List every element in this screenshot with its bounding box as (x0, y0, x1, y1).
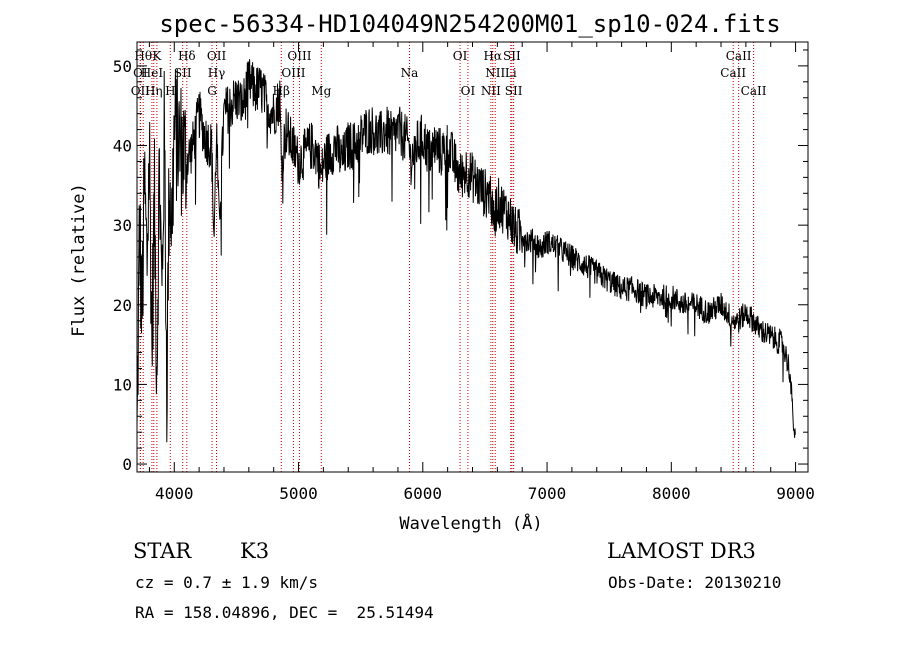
x-tick-label-2: 6000 (404, 484, 443, 503)
x-tick-label-5: 9000 (776, 484, 815, 503)
observation-date: Obs-Date: 20130210 (608, 573, 782, 592)
x-axis-ticks: 4000 5000 6000 7000 8000 9000 (148, 42, 815, 503)
y-tick-label-4: 40 (113, 137, 132, 156)
x-tick-label-3: 7000 (528, 484, 567, 503)
y-tick-label-5: 50 (113, 57, 132, 76)
marker-label-7: SII (503, 49, 521, 63)
y-tick-label-2: 20 (113, 296, 132, 315)
marker-label-5: OI (453, 49, 468, 63)
chart-title: spec-56334-HD104049N254200M01_sp10-024.f… (159, 10, 780, 38)
marker-label-11: SII (174, 66, 192, 80)
y-tick-label-3: 30 (113, 216, 132, 235)
y-tick-label-1: 10 (113, 375, 132, 394)
y-axis-label: Flux (relative) (69, 183, 89, 337)
object-class: STAR (133, 539, 192, 563)
object-subclass: K3 (240, 539, 270, 563)
y-tick-label-0: 0 (122, 455, 132, 474)
marker-label-18: OII (131, 84, 151, 98)
x-tick-label-0: 4000 (155, 484, 194, 503)
y-axis-ticks: 0 10 20 30 40 50 (113, 49, 808, 474)
survey-name: LAMOST DR3 (607, 539, 756, 563)
marker-label-26: SII (505, 84, 523, 98)
marker-label-20: H (165, 84, 175, 98)
x-axis-label: Wavelength (Å) (399, 512, 542, 534)
x-tick-label-1: 5000 (279, 484, 318, 503)
marker-label-2: Hδ (178, 49, 196, 63)
marker-label-27: CaII (741, 84, 767, 98)
marker-label-0: Hθ (134, 49, 152, 63)
marker-label-25: NII (481, 84, 501, 98)
marker-label-10: HeI (141, 66, 164, 80)
x-tick-label-4: 8000 (652, 484, 691, 503)
coordinates: RA = 158.04896, DEC = 25.51494 (135, 603, 434, 622)
spectrum-line (136, 59, 796, 443)
redshift-cz: cz = 0.7 ± 1.9 km/s (135, 573, 319, 592)
marker-label-1: K (152, 49, 162, 63)
marker-label-19: Hη (145, 84, 163, 98)
marker-label-23: Mg (311, 84, 331, 98)
marker-label-15: NII (485, 66, 505, 80)
marker-label-8: CaII (726, 49, 752, 63)
marker-label-17: CaII (720, 66, 746, 80)
marker-label-14: Na (401, 66, 419, 80)
marker-label-13: OIII (281, 66, 305, 80)
marker-label-22: Hβ (273, 84, 290, 98)
marker-label-6: Hα (483, 49, 502, 63)
marker-label-24: OI (461, 84, 476, 98)
marker-label-4: OIII (287, 49, 311, 63)
marker-label-3: OII (207, 49, 227, 63)
marker-label-16: Li (505, 66, 517, 80)
marker-label-21: G (207, 84, 217, 98)
marker-label-12: Hγ (208, 66, 226, 80)
